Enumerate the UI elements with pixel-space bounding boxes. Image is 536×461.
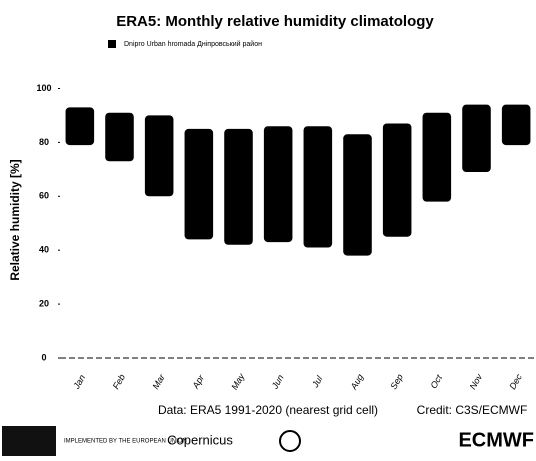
- legend-swatch: [108, 40, 116, 48]
- chart-title: ERA5: Monthly relative humidity climatol…: [116, 13, 434, 30]
- bar: [462, 104, 491, 173]
- eu-flag: [2, 426, 56, 456]
- y-tick-label: 60: [39, 191, 49, 201]
- x-tick-label: Oct: [428, 373, 444, 391]
- x-tick-label: Jan: [71, 373, 87, 391]
- bar: [224, 128, 253, 245]
- bar: [501, 104, 531, 146]
- x-tick-label: Mar: [150, 372, 167, 391]
- x-tick-label: Jun: [269, 373, 285, 391]
- y-tick-label: 80: [39, 137, 49, 147]
- x-tick-label: Apr: [190, 372, 207, 391]
- x-tick-label: Dec: [507, 372, 524, 391]
- x-tick-label: Jul: [310, 373, 325, 390]
- footer-credit: Credit: C3S/ECMWF: [417, 403, 528, 417]
- legend-label: Dnipro Urban hromada Дніпровський район: [124, 40, 262, 48]
- y-tick-label: 100: [36, 83, 51, 93]
- bar: [184, 128, 214, 240]
- bar: [263, 126, 293, 243]
- x-tick-label: Sep: [388, 372, 405, 391]
- y-axis-label: Relative humidity [%]: [8, 159, 22, 280]
- x-tick-label: May: [229, 371, 246, 391]
- bar: [422, 112, 452, 202]
- y-tick-label: 0: [41, 352, 46, 362]
- logo-icon: [279, 430, 301, 452]
- bar: [303, 126, 333, 248]
- y-tick-label: 20: [39, 298, 49, 308]
- bar: [105, 112, 134, 162]
- logo-ecmwf: ECMWF: [458, 429, 534, 451]
- footer-data: Data: ERA5 1991-2020 (nearest grid cell): [158, 403, 378, 417]
- y-tick-label: 40: [39, 245, 49, 255]
- bar: [144, 115, 174, 197]
- logo-eu: IMPLEMENTED BY THE EUROPEAN UNION: [64, 439, 187, 445]
- x-tick-label: Aug: [348, 372, 365, 392]
- bar: [65, 107, 95, 146]
- logo-copernicus: Copernicus: [167, 432, 233, 447]
- x-tick-label: Nov: [468, 372, 485, 391]
- bar: [382, 123, 412, 237]
- bar: [343, 134, 372, 256]
- x-tick-label: Feb: [111, 372, 127, 390]
